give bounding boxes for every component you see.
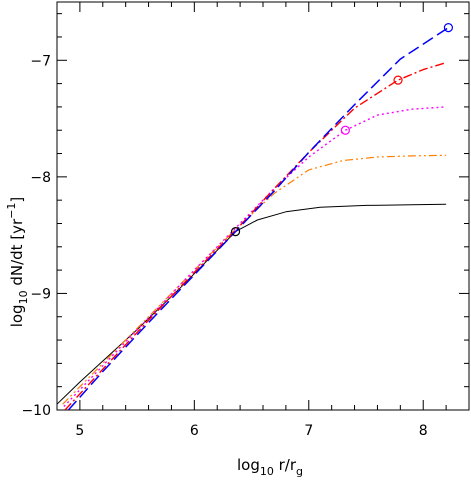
series-line-3 xyxy=(63,106,447,407)
x-axis-label-main-sub: g xyxy=(296,465,303,478)
series-layer xyxy=(57,26,449,410)
y-axis-label: log10 dN/dt [yr−1] xyxy=(5,197,30,328)
y-axis-label-main: dN/dt [yr xyxy=(8,218,26,290)
x-tick-label: 5 xyxy=(75,423,84,439)
y-axis-label-main-sup: −1 xyxy=(5,203,18,219)
series-marker-5 xyxy=(443,23,453,33)
y-axis-label-base-sub: 10 xyxy=(17,290,30,304)
series-line-2 xyxy=(62,154,447,405)
series-line-4 xyxy=(64,61,447,410)
y-tick-label: −10 xyxy=(21,403,51,419)
series-marker-4 xyxy=(393,75,403,85)
x-axis-label-base: log xyxy=(237,456,260,474)
series-marker-3 xyxy=(340,125,350,135)
series-marker-1 xyxy=(230,227,241,237)
plot-frame xyxy=(56,1,470,411)
x-tick-label: 6 xyxy=(190,423,199,439)
series-line-5 xyxy=(67,26,449,410)
tick-labels: 5 6 7 8 −10 −9 −8 −7 xyxy=(21,53,427,439)
x-axis-label-base-sub: 10 xyxy=(260,465,274,478)
y-tick-label: −8 xyxy=(30,170,51,186)
x-tick-label: 8 xyxy=(419,423,428,439)
axis-ticks xyxy=(56,2,470,411)
y-tick-label: −7 xyxy=(30,53,51,69)
marker-layer xyxy=(230,23,453,237)
series-line-1 xyxy=(57,203,447,405)
x-axis-label-main: r/r xyxy=(274,456,297,474)
y-axis-label-base: log xyxy=(8,304,26,327)
x-tick-label: 7 xyxy=(304,423,313,439)
y-tick-label: −9 xyxy=(30,286,51,302)
x-axis-label: log10 r/rg xyxy=(237,456,303,478)
y-axis-label-end: ] xyxy=(8,197,26,203)
